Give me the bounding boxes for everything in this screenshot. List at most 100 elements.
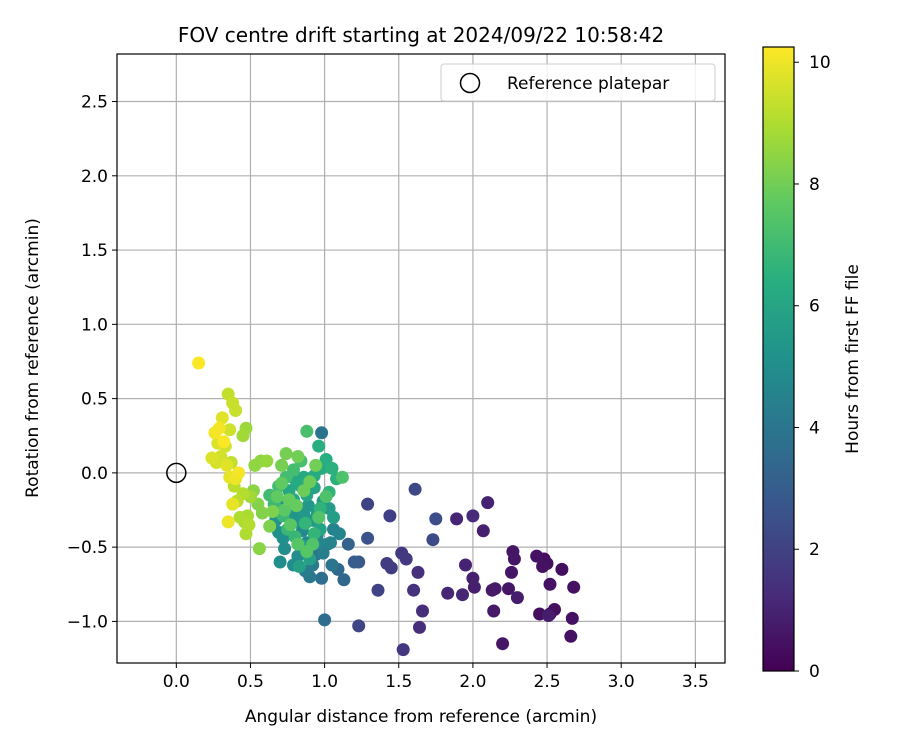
- data-point: [221, 515, 235, 529]
- data-point: [542, 609, 555, 622]
- grid: [117, 54, 725, 663]
- data-point: [252, 542, 266, 556]
- x-tick-label: 2.5: [534, 672, 561, 692]
- data-point: [467, 580, 481, 594]
- data-point: [487, 604, 501, 618]
- data-point: [371, 583, 385, 597]
- data-point: [324, 536, 337, 550]
- data-point: [536, 560, 550, 573]
- data-point: [341, 537, 355, 551]
- data-point: [229, 404, 243, 417]
- data-point: [337, 573, 351, 587]
- data-point: [332, 527, 346, 541]
- colorbar-label: Hours from first FF file: [843, 264, 863, 454]
- data-point: [278, 542, 292, 556]
- data-point: [411, 565, 425, 579]
- data-point: [284, 518, 297, 532]
- data-point: [273, 555, 287, 569]
- colorbar-tick-label: 2: [809, 540, 820, 560]
- data-point: [335, 470, 349, 484]
- x-tick-label: 0.0: [163, 672, 190, 692]
- data-point: [318, 613, 332, 627]
- data-point: [485, 583, 499, 597]
- data-point: [429, 512, 443, 526]
- data-points: [192, 356, 581, 657]
- data-point: [205, 451, 219, 465]
- data-point: [242, 518, 256, 532]
- data-point: [456, 588, 469, 602]
- data-point: [300, 424, 314, 438]
- data-point: [476, 524, 490, 538]
- data-point: [275, 476, 289, 490]
- data-point: [564, 629, 578, 643]
- data-point: [301, 499, 315, 513]
- data-point: [555, 562, 569, 576]
- data-point: [270, 490, 284, 504]
- data-point: [220, 458, 234, 472]
- data-point: [232, 466, 246, 480]
- data-point: [287, 463, 300, 477]
- data-point: [361, 497, 375, 511]
- colorbar-tick-label: 0: [809, 662, 820, 682]
- colorbar-ticks: 0 2 4 6 8 10: [794, 53, 831, 682]
- data-point: [266, 505, 280, 518]
- legend-box: [440, 63, 716, 102]
- colorbar-gradient: [762, 46, 795, 672]
- data-point: [496, 637, 510, 651]
- data-point: [407, 583, 421, 597]
- data-point: [502, 582, 515, 596]
- data-point: [298, 516, 312, 530]
- data-point: [315, 426, 329, 440]
- x-tick-label: 3.5: [682, 672, 709, 692]
- data-point: [275, 458, 289, 472]
- y-tick-label: 1.0: [81, 315, 108, 335]
- y-axis-ticks: −1.0 −0.5 0.0 0.5 1.0 1.5 2.0 2.5: [67, 93, 117, 632]
- data-point: [383, 509, 397, 523]
- data-point: [217, 435, 231, 449]
- data-point: [399, 552, 413, 566]
- chart-title: FOV centre drift starting at 2024/09/22 …: [178, 23, 664, 47]
- data-point: [413, 620, 426, 634]
- data-point: [292, 560, 306, 573]
- legend: Reference platepar: [440, 63, 716, 102]
- data-point: [279, 447, 293, 461]
- data-point: [325, 461, 339, 475]
- data-point: [347, 555, 361, 569]
- data-point: [380, 557, 394, 570]
- data-point: [441, 586, 455, 600]
- data-point: [291, 450, 305, 463]
- data-point: [416, 604, 429, 618]
- data-point: [481, 496, 495, 510]
- y-axis-label: Rotation from reference (arcmin): [23, 218, 43, 498]
- x-tick-label: 3.0: [608, 672, 635, 692]
- y-tick-label: 0.5: [81, 390, 108, 410]
- data-point: [507, 552, 521, 566]
- data-point: [327, 510, 340, 524]
- colorbar-tick-label: 6: [809, 297, 820, 317]
- data-point: [289, 499, 303, 513]
- data-point: [408, 482, 422, 496]
- data-point: [263, 519, 277, 533]
- data-point: [352, 619, 366, 633]
- y-tick-label: 2.0: [81, 167, 108, 187]
- legend-label: Reference platepar: [507, 74, 669, 94]
- data-point: [450, 512, 464, 526]
- data-point: [291, 537, 305, 551]
- data-point: [565, 611, 579, 625]
- data-point: [233, 510, 247, 524]
- legend-open-circle-icon: [459, 72, 481, 94]
- data-point: [260, 454, 274, 468]
- x-tick-label: 1.5: [385, 672, 412, 692]
- x-tick-label: 2.0: [459, 672, 486, 692]
- data-point: [215, 411, 229, 425]
- colorbar-tick-label: 8: [809, 175, 820, 195]
- data-point: [307, 527, 321, 541]
- data-point: [212, 421, 226, 435]
- data-point: [236, 429, 250, 443]
- x-tick-label: 0.5: [237, 672, 264, 692]
- colorbar-tick-label: 10: [809, 53, 831, 73]
- data-point: [223, 423, 237, 437]
- data-point: [312, 510, 326, 524]
- data-point: [505, 565, 518, 579]
